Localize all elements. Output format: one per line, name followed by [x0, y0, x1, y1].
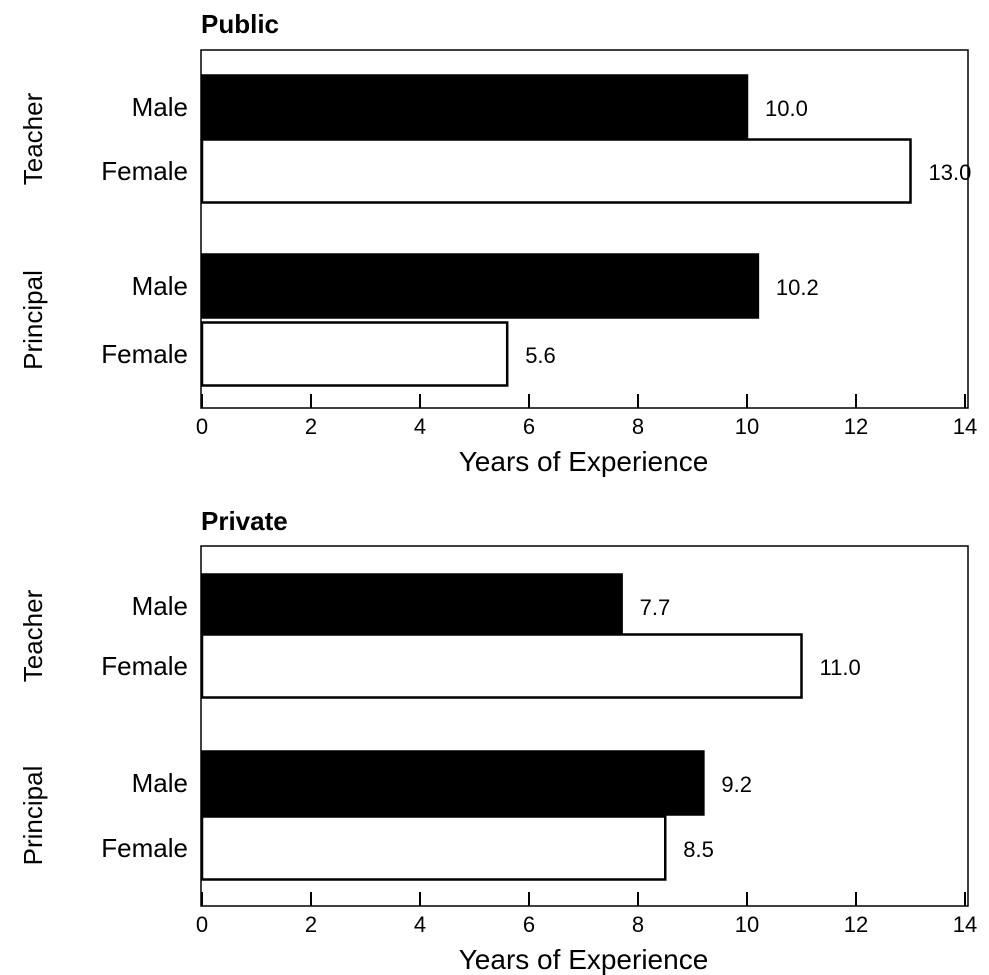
panel-1-teacher-male-bar	[200, 74, 749, 140]
panel-2-principal-male-category-label: Male	[132, 768, 188, 798]
panel-2-x-tick-label-10: 10	[735, 912, 759, 937]
panel-2-principal-male-value-label: 9.2	[721, 772, 752, 797]
panel-2-teacher-male-category-label: Male	[132, 591, 188, 621]
panel-1-x-tick-label-4: 4	[414, 414, 426, 439]
panel-2-x-tick-label-12: 12	[844, 912, 868, 937]
panel-1-teacher-female-value-label: 13.0	[929, 160, 972, 185]
panel-2-x-tick-label-0: 0	[196, 912, 208, 937]
panel-1-teacher-male-value-label: 10.0	[765, 96, 808, 121]
panel-1-teacher-male-category-label: Male	[132, 92, 188, 122]
panel-2-teacher-female-category-label: Female	[101, 651, 188, 681]
panel-1-principal-male-category-label: Male	[132, 271, 188, 301]
panel-2-x-tick-label-14: 14	[953, 912, 977, 937]
panel-1-x-axis-title: Years of Experience	[459, 446, 709, 477]
panel-1-teacher-female-category-label: Female	[101, 156, 188, 186]
panel-2-principal-female-bar	[200, 815, 667, 881]
panel-2-teacher-female-bar	[200, 633, 803, 699]
panel-2-teacher-male-bar	[200, 573, 623, 639]
panel-2-teacher-male-value-label: 7.7	[640, 595, 671, 620]
panel-2-teacher-female-value-label: 11.0	[820, 655, 861, 680]
panel-1-x-tick-label-14: 14	[953, 414, 977, 439]
panel-1-principal-female-value-label: 5.6	[525, 343, 556, 368]
panel-2-x-tick-label-8: 8	[632, 912, 644, 937]
panel-1-x-tick-label-8: 8	[632, 414, 644, 439]
panel-2-chart-title: Private	[201, 506, 288, 536]
panel-1-group-label-principal: Principal	[18, 270, 48, 370]
panel-1-x-tick-label-10: 10	[735, 414, 759, 439]
panel-2-x-tick-label-2: 2	[305, 912, 317, 937]
panel-2-x-axis-title: Years of Experience	[459, 944, 709, 975]
panel-1-principal-female-bar	[200, 321, 509, 387]
panel-2-x-tick-label-4: 4	[414, 912, 426, 937]
panel-1-teacher-female-bar	[200, 138, 912, 204]
panel-2-plot-frame	[200, 545, 969, 907]
panel-2-x-tick-label-6: 6	[523, 912, 535, 937]
panel-1-x-tick-label-0: 0	[196, 414, 208, 439]
panel-1-plot-frame	[200, 49, 969, 409]
panel-2-principal-female-category-label: Female	[101, 833, 188, 863]
panel-2-principal-female-value-label: 8.5	[683, 837, 714, 862]
panel-1-chart-title: Public	[201, 9, 279, 39]
panel-2-group-label-teacher: Teacher	[18, 589, 48, 682]
panel-1-x-tick-label-12: 12	[844, 414, 868, 439]
panel-1-group-label-teacher: Teacher	[18, 92, 48, 185]
panel-1-principal-male-bar	[200, 253, 760, 319]
panel-1-principal-female-category-label: Female	[101, 339, 188, 369]
panel-2-principal-male-bar	[200, 750, 705, 816]
panel-2-group-label-principal: Principal	[18, 766, 48, 866]
panel-1-x-tick-label-2: 2	[305, 414, 317, 439]
panel-1-x-tick-label-6: 6	[523, 414, 535, 439]
panel-1-principal-male-value-label: 10.2	[776, 275, 819, 300]
